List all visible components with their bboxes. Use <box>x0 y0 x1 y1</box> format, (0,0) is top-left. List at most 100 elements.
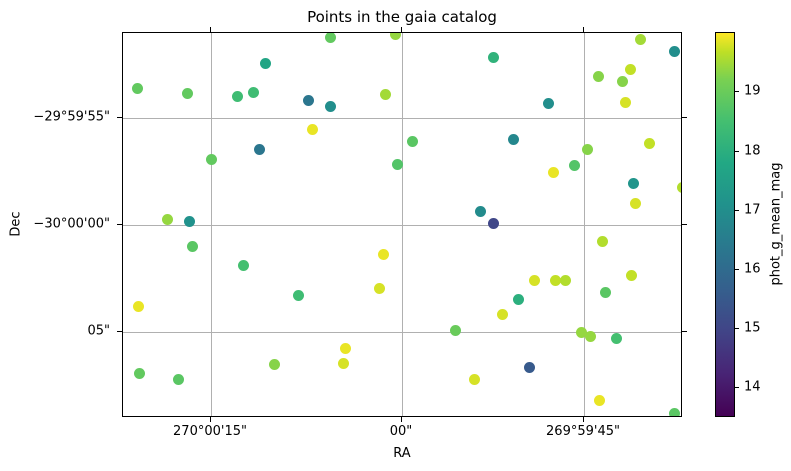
y-tick-mark <box>682 117 687 118</box>
data-point <box>496 308 508 320</box>
data-point <box>627 177 639 189</box>
data-point <box>542 97 554 109</box>
data-point <box>643 137 655 149</box>
x-tick-mark <box>210 27 211 32</box>
data-point <box>575 326 587 338</box>
grid-line-horizontal <box>123 225 681 226</box>
x-axis-label: RA <box>393 446 411 461</box>
data-point <box>161 213 173 225</box>
data-point <box>379 88 391 100</box>
data-point <box>584 330 596 342</box>
data-point <box>592 70 604 82</box>
data-point <box>599 286 611 298</box>
colorbar-tick-mark <box>735 328 739 329</box>
data-point <box>449 324 461 336</box>
colorbar-tick-label: 14 <box>744 379 761 395</box>
x-tick-label: 00" <box>389 424 413 439</box>
data-point <box>183 215 195 227</box>
data-point <box>339 342 351 354</box>
data-point <box>487 217 499 229</box>
data-point <box>172 373 184 385</box>
y-tick-mark <box>117 224 122 225</box>
data-point <box>581 143 593 155</box>
data-point <box>507 133 519 145</box>
colorbar-tick-label: 15 <box>744 320 761 336</box>
colorbar <box>715 32 735 417</box>
data-point <box>549 274 561 286</box>
colorbar-tick-label: 16 <box>744 261 761 277</box>
data-point <box>523 361 535 373</box>
grid-line-horizontal <box>123 118 681 119</box>
colorbar-tick-mark <box>735 210 739 211</box>
data-point <box>377 248 389 260</box>
colorbar-tick-mark <box>735 387 739 388</box>
data-point <box>474 205 486 217</box>
data-point <box>231 90 243 102</box>
x-tick-label: 270°00'15" <box>173 424 247 439</box>
data-point <box>306 123 318 135</box>
colorbar-tick-label: 19 <box>744 83 761 99</box>
x-tick-mark <box>583 27 584 32</box>
y-axis-label: Dec <box>8 211 24 237</box>
data-point <box>186 240 198 252</box>
colorbar-tick-mark <box>735 269 739 270</box>
data-point <box>634 33 646 45</box>
data-point <box>237 259 249 271</box>
data-point <box>337 357 349 369</box>
data-point <box>253 143 265 155</box>
data-point <box>373 282 385 294</box>
y-tick-label: −29°59'55" <box>33 109 110 125</box>
x-tick-mark <box>401 27 402 32</box>
data-point <box>619 96 631 108</box>
plot-area <box>122 32 682 417</box>
colorbar-tick-mark <box>735 91 739 92</box>
data-point <box>547 166 559 178</box>
data-point <box>512 293 524 305</box>
y-tick-mark <box>682 224 687 225</box>
data-point <box>205 153 217 165</box>
grid-line-vertical <box>584 33 585 416</box>
x-tick-mark <box>210 417 211 422</box>
y-tick-mark <box>682 331 687 332</box>
x-tick-mark <box>401 417 402 422</box>
grid-line-vertical <box>402 33 403 416</box>
data-point <box>468 373 480 385</box>
data-point <box>568 159 580 171</box>
data-point <box>624 63 636 75</box>
y-tick-mark <box>117 331 122 332</box>
data-point <box>616 75 628 87</box>
data-point <box>668 45 680 57</box>
data-point <box>676 181 681 193</box>
data-point <box>668 407 680 416</box>
colorbar-label: phot_g_mean_mag <box>768 162 784 286</box>
data-point <box>247 86 259 98</box>
data-point <box>389 33 401 40</box>
x-tick-mark <box>583 417 584 422</box>
grid-line-horizontal <box>123 332 681 333</box>
data-point <box>133 367 145 379</box>
y-tick-mark <box>117 117 122 118</box>
data-point <box>324 100 336 112</box>
data-point <box>324 33 336 43</box>
data-point <box>406 135 418 147</box>
data-point <box>629 197 641 209</box>
colorbar-tick-label: 18 <box>744 143 761 159</box>
data-point <box>259 57 271 69</box>
data-point <box>596 235 608 247</box>
data-point <box>268 358 280 370</box>
y-tick-label: 05" <box>87 323 110 339</box>
y-tick-label: −30°00'00" <box>33 216 110 232</box>
colorbar-tick-label: 17 <box>744 202 761 218</box>
data-point <box>625 269 637 281</box>
chart-title: Points in the gaia catalog <box>307 8 497 26</box>
data-point <box>528 274 540 286</box>
data-point <box>292 289 304 301</box>
data-point <box>302 94 314 106</box>
data-point <box>132 300 144 312</box>
x-tick-label: 269°59'45" <box>546 424 620 439</box>
colorbar-tick-mark <box>735 151 739 152</box>
data-point <box>131 82 143 94</box>
data-point <box>391 158 403 170</box>
data-point <box>487 51 499 63</box>
data-point <box>593 394 605 406</box>
